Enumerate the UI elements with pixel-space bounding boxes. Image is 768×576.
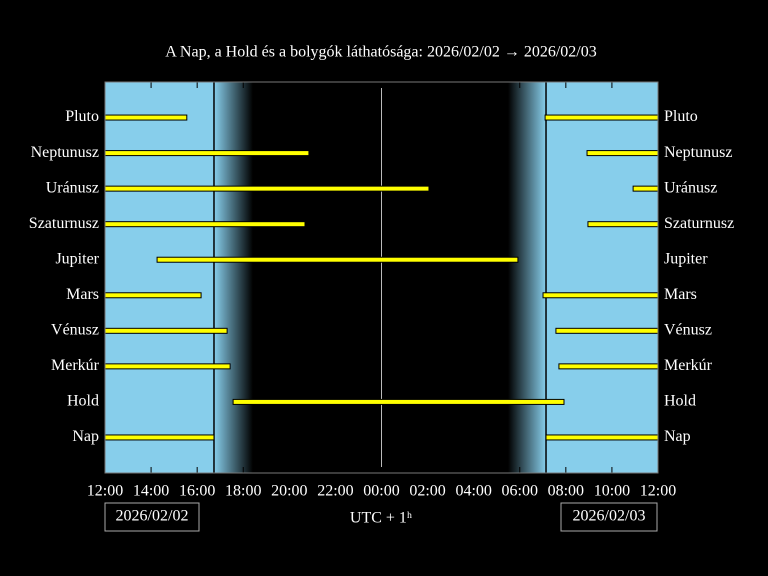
x-tick-label: 20:00 xyxy=(271,483,307,500)
visibility-bar xyxy=(587,221,659,228)
chart-title: A Nap, a Hold és a bolygók láthatósága: … xyxy=(165,44,597,61)
day xyxy=(105,82,214,473)
row-label: Pluto xyxy=(65,108,99,125)
visibility-bar xyxy=(545,434,659,441)
row-label: Hold xyxy=(67,393,99,410)
dusk xyxy=(213,82,253,473)
row-label: Neptunusz xyxy=(31,144,99,161)
day xyxy=(546,82,658,473)
x-tick-label: 12:00 xyxy=(87,483,123,500)
visibility-bar xyxy=(104,185,430,192)
visibility-bar xyxy=(542,292,659,299)
visibility-bar xyxy=(104,150,310,157)
visibility-bar xyxy=(232,398,565,405)
visibility-bar xyxy=(156,256,519,263)
row-label: Vénusz xyxy=(51,321,99,338)
row-label: Uránusz xyxy=(664,179,717,196)
x-tick-label: 12:00 xyxy=(640,483,676,500)
end-date: 2026/02/03 xyxy=(573,508,646,525)
x-tick-label: 00:00 xyxy=(363,483,399,500)
visibility-bar xyxy=(104,221,306,228)
row-label: Mars xyxy=(66,286,99,303)
row-label: Mars xyxy=(664,286,697,303)
x-tick-label: 14:00 xyxy=(133,483,169,500)
visibility-bar xyxy=(555,327,659,334)
row-label: Merkúr xyxy=(664,357,713,374)
visibility-bar xyxy=(586,150,659,157)
row-label: Jupiter xyxy=(664,250,708,267)
x-tick-label: 04:00 xyxy=(455,483,491,500)
visibility-bar xyxy=(104,363,231,370)
row-label: Szaturnusz xyxy=(664,215,734,232)
x-tick-label: 06:00 xyxy=(502,483,538,500)
visibility-bar xyxy=(104,292,202,299)
x-axis-label: UTC + 1ʰ xyxy=(350,510,412,527)
visibility-bar xyxy=(544,114,659,121)
x-tick-label: 16:00 xyxy=(179,483,215,500)
row-label: Pluto xyxy=(664,108,698,125)
x-tick-label: 18:00 xyxy=(225,483,261,500)
row-label: Hold xyxy=(664,393,696,410)
row-label: Uránusz xyxy=(46,179,99,196)
visibility-bar xyxy=(104,114,188,121)
x-tick-label: 22:00 xyxy=(317,483,353,500)
visibility-bar xyxy=(632,185,659,192)
row-label: Nap xyxy=(72,428,99,445)
dawn xyxy=(507,82,547,473)
row-label: Jupiter xyxy=(55,250,99,267)
x-tick-label: 10:00 xyxy=(594,483,630,500)
row-label: Merkúr xyxy=(51,357,100,374)
visibility-bar xyxy=(104,327,228,334)
date-box xyxy=(560,502,658,532)
visibility-bar xyxy=(104,434,215,441)
x-tick-label: 02:00 xyxy=(409,483,445,500)
start-date: 2026/02/02 xyxy=(116,508,189,525)
row-label: Neptunusz xyxy=(664,144,732,161)
date-box xyxy=(104,502,200,532)
plot-frame xyxy=(104,81,659,474)
row-label: Vénusz xyxy=(664,321,712,338)
x-tick-label: 08:00 xyxy=(548,483,584,500)
row-label: Nap xyxy=(664,428,691,445)
row-label: Szaturnusz xyxy=(29,215,99,232)
visibility-bar xyxy=(558,363,659,370)
